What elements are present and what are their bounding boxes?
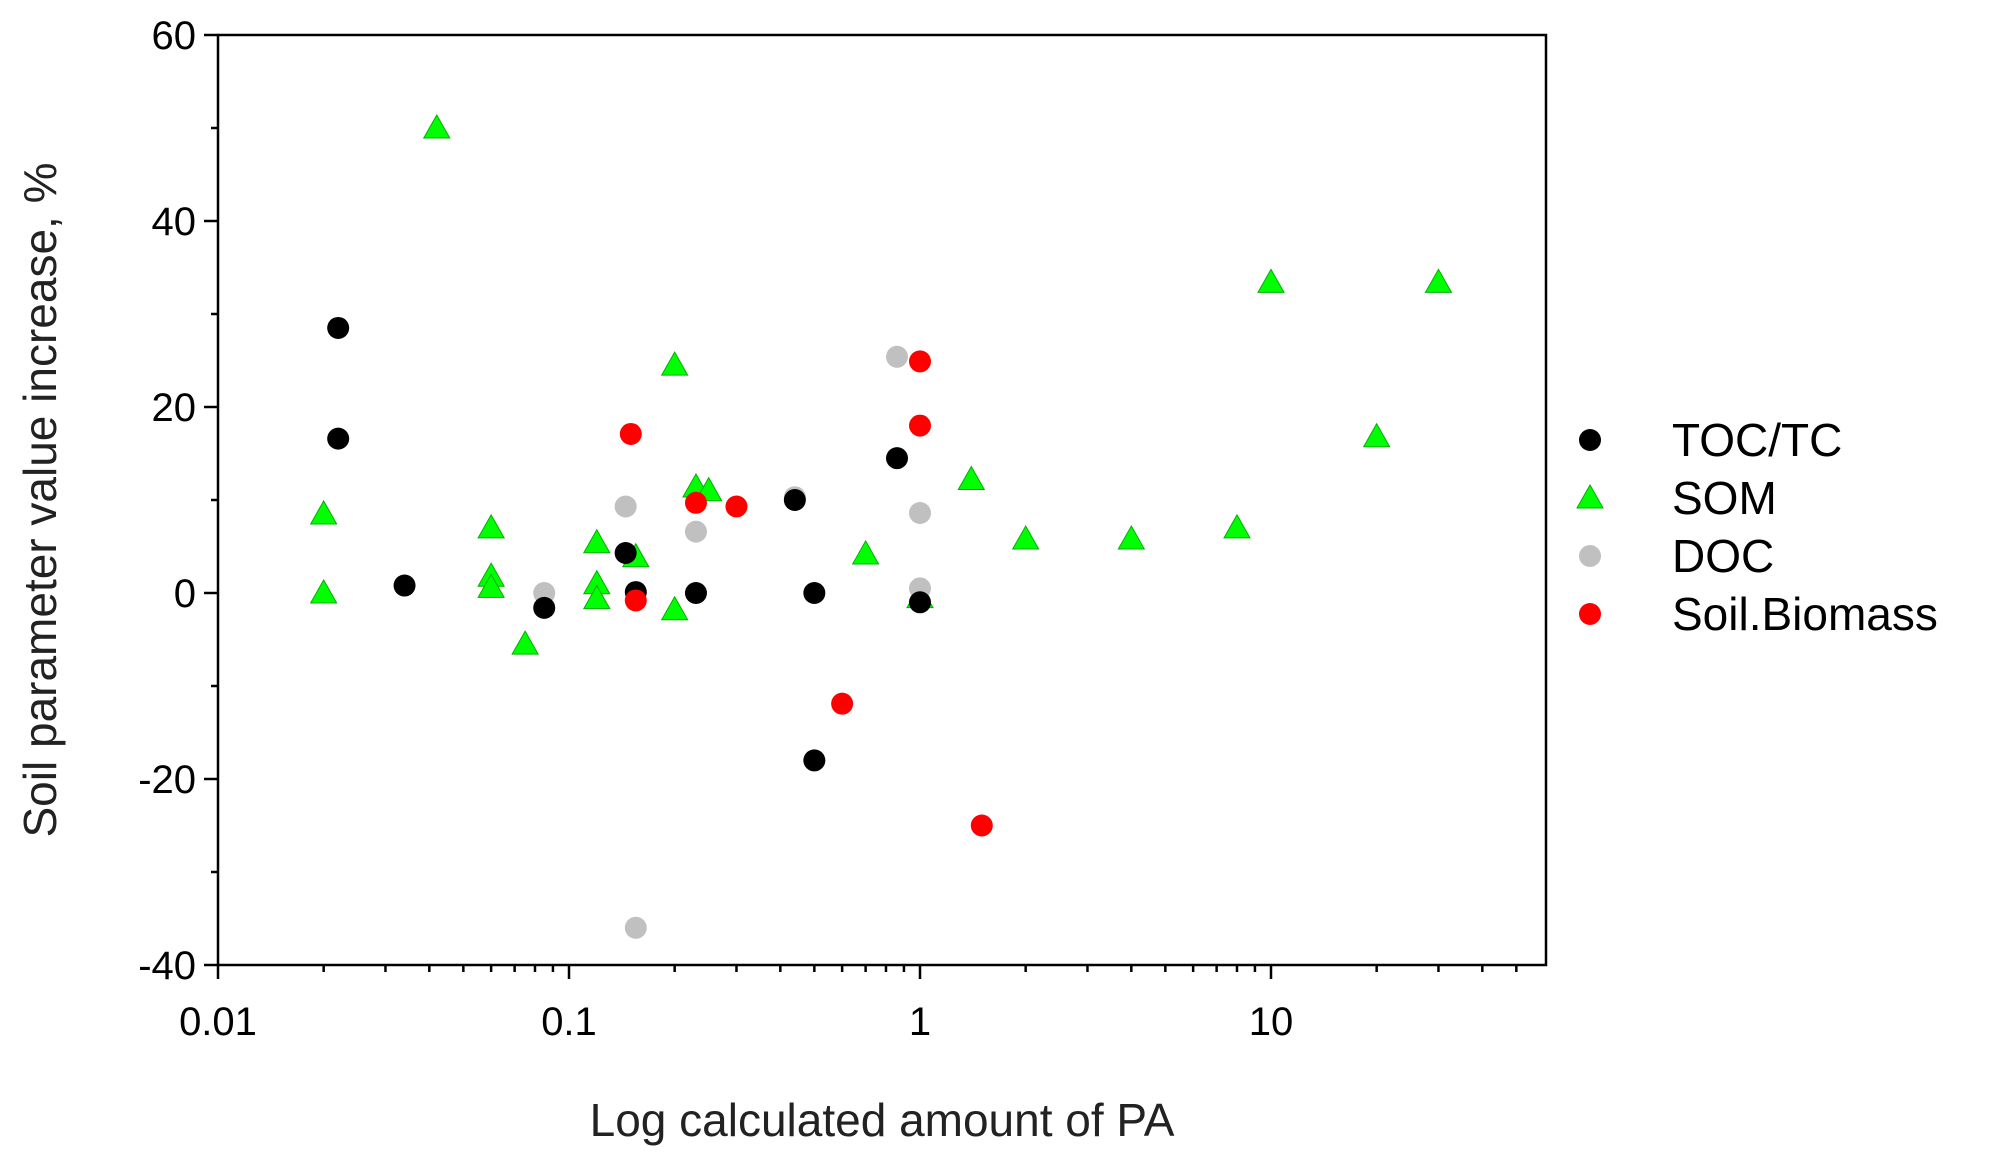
- data-point: [1424, 268, 1453, 293]
- x-tick-label: 1: [909, 1000, 931, 1044]
- data-point: [783, 489, 806, 511]
- legend: TOC/TC SOM DOC Soil.Biomass: [1576, 414, 1938, 640]
- data-point: [803, 749, 826, 772]
- legend-marker: [1579, 429, 1601, 451]
- legend-marker: [1579, 603, 1601, 625]
- x-axis: 0.01 0.1 1 10: [179, 965, 1518, 1044]
- data-point: [660, 351, 689, 376]
- data-point: [511, 630, 540, 655]
- data-point: [1362, 422, 1391, 448]
- data-point: [886, 345, 909, 368]
- data-point: [1223, 513, 1251, 539]
- data-point: [886, 447, 909, 470]
- series-doc: [533, 345, 931, 939]
- y-axis-title: Soil parameter value increase, %: [14, 163, 66, 838]
- data-point: [1117, 525, 1146, 550]
- data-point: [684, 582, 707, 604]
- data-point: [309, 578, 338, 604]
- data-point: [533, 596, 556, 619]
- y-tick-label: -20: [138, 758, 196, 802]
- data-point: [422, 113, 451, 139]
- legend-label: Soil.Biomass: [1672, 588, 1938, 640]
- x-tick-label: 0.01: [179, 1000, 257, 1044]
- y-tick-label: 60: [152, 14, 197, 58]
- data-point: [619, 422, 642, 445]
- data-point: [660, 595, 689, 621]
- data-point: [684, 520, 707, 543]
- data-point: [582, 528, 611, 554]
- y-tick-label: -40: [138, 944, 196, 988]
- y-tick-label: 40: [152, 200, 197, 244]
- data-point: [327, 316, 350, 339]
- data-point: [393, 574, 416, 597]
- legend-marker: [1576, 483, 1604, 509]
- legend-label: SOM: [1672, 472, 1777, 524]
- data-point: [970, 814, 993, 837]
- data-point: [909, 502, 931, 525]
- data-point: [327, 427, 350, 450]
- plot-frame: [216, 33, 1548, 967]
- legend-label: TOC/TC: [1672, 414, 1842, 466]
- data-point: [957, 465, 986, 491]
- y-tick-label: 20: [152, 386, 197, 430]
- x-tick-label: 0.1: [541, 1000, 597, 1044]
- data-point: [684, 491, 707, 514]
- data-point: [614, 542, 637, 565]
- data-point: [803, 582, 826, 604]
- legend-label: DOC: [1672, 530, 1774, 582]
- y-axis: -40 -20 0 20 40 60: [138, 14, 218, 988]
- series-soil-biomass: [619, 350, 993, 837]
- data-point: [477, 513, 505, 539]
- data-point: [725, 495, 748, 518]
- data-point: [909, 414, 931, 437]
- data-point: [1011, 525, 1040, 550]
- data-point: [851, 539, 880, 565]
- data-point: [624, 916, 647, 939]
- data-point: [909, 350, 931, 373]
- data-points: [309, 113, 1453, 939]
- data-point: [909, 591, 931, 614]
- data-point: [309, 499, 338, 525]
- data-point: [477, 573, 505, 598]
- data-point: [582, 584, 611, 610]
- x-tick-label: 10: [1249, 1000, 1294, 1044]
- x-axis-title: Log calculated amount of PA: [590, 1094, 1175, 1146]
- data-point: [831, 692, 854, 715]
- y-tick-label: 0: [174, 572, 196, 616]
- data-point: [1257, 268, 1285, 293]
- series-som: [309, 113, 1453, 655]
- data-point: [624, 589, 647, 612]
- data-point: [614, 495, 637, 518]
- legend-marker: [1579, 545, 1601, 567]
